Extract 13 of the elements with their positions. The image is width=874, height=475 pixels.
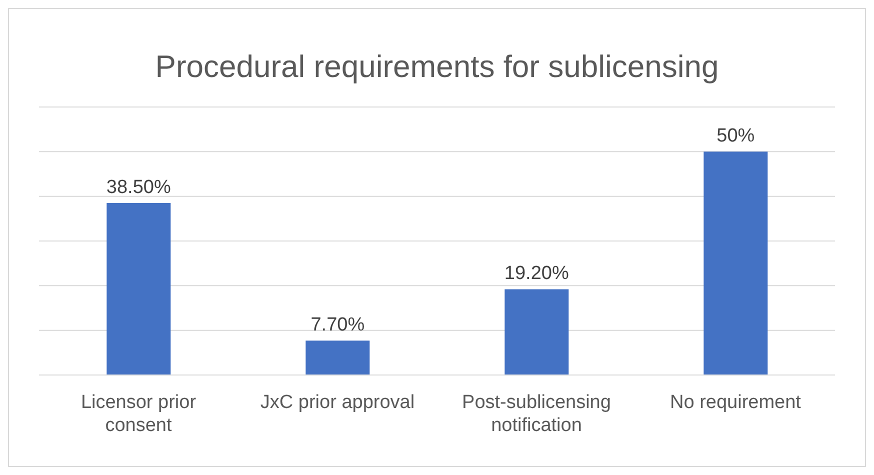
chart-title: Procedural requirements for sublicensing: [154, 49, 720, 85]
x-tick-label: JxC prior approval: [260, 392, 415, 413]
x-tick-label: No requirement: [670, 392, 802, 413]
data-label: 7.70%: [310, 314, 365, 336]
x-tick-label: Post-sublicensing notification: [462, 392, 611, 436]
data-label: 50%: [716, 126, 755, 147]
x-tick-label: Licensor prior consent: [80, 392, 197, 436]
data-label: 19.20%: [504, 263, 569, 284]
bar: [504, 289, 569, 375]
data-label: 38.50%: [106, 177, 171, 198]
bar: [306, 340, 370, 375]
bar: [106, 203, 171, 375]
bar: [704, 152, 768, 375]
